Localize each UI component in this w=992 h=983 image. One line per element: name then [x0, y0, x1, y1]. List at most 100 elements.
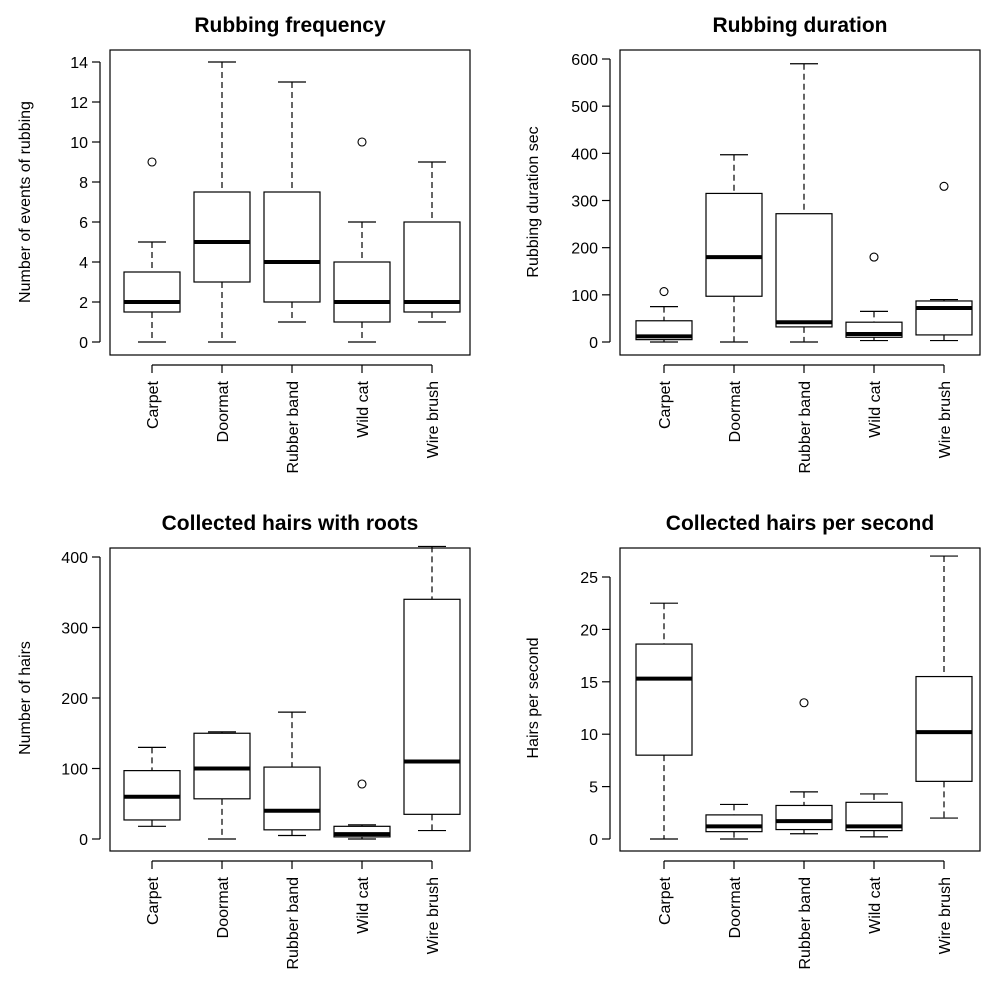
x-axis: Carpet Doormat Rubber band Wild cat Wire bru… — [657, 860, 954, 970]
outlier-point — [147, 157, 157, 167]
y-tick-label: 14 — [70, 55, 88, 72]
x-tick-label: Wire brush — [937, 877, 954, 954]
outlier-point — [869, 252, 879, 262]
box-carpet — [123, 746, 181, 827]
plot-frame — [109, 547, 471, 852]
panel-rubbing-duration: Rubbing duration Rubbing duration sec 0 1… — [525, 14, 981, 474]
box-rubber-band — [263, 711, 321, 837]
y-axis-label: Number of hairs — [17, 641, 34, 755]
iqr-box — [263, 766, 321, 831]
x-tick-label: Rubber band — [797, 381, 814, 474]
x-axis: Carpet Doormat Rubber band Wild cat Wire bru… — [657, 364, 954, 474]
x-tick-label: Doormat — [727, 876, 744, 938]
y-axis: 0 100 200 300 400 — [61, 550, 101, 849]
x-tick-label: Rubber band — [285, 877, 302, 970]
outlier-point — [939, 181, 949, 191]
outlier-point — [357, 779, 367, 789]
plot-frame — [619, 49, 981, 356]
x-tick-label: Doormat — [215, 876, 232, 938]
x-tick-label: Carpet — [657, 380, 674, 429]
panel-title: Collected hairs per second — [666, 512, 934, 535]
y-tick-label: 5 — [589, 780, 598, 797]
iqr-box — [123, 271, 181, 313]
panel-hairs-with-roots: Collected hairs with roots Number of hai… — [17, 512, 471, 970]
x-tick-label: Doormat — [215, 380, 232, 442]
y-tick-label: 300 — [61, 621, 88, 638]
y-tick-label: 0 — [79, 832, 88, 849]
outlier-point — [357, 137, 367, 147]
iqr-box — [775, 804, 833, 831]
y-axis-label: Rubbing duration sec — [525, 126, 542, 277]
x-tick-label: Wild cat — [355, 380, 372, 437]
y-tick-label: 15 — [580, 675, 598, 692]
y-tick-label: 4 — [79, 255, 88, 272]
y-tick-label: 200 — [61, 691, 88, 708]
plot-frame — [109, 49, 471, 356]
box-wild-cat — [845, 793, 903, 838]
iqr-box — [193, 732, 251, 800]
x-tick-label: Carpet — [145, 380, 162, 429]
box-rubber-band — [263, 81, 321, 323]
iqr-box — [705, 192, 763, 297]
x-tick-label: Rubber band — [797, 877, 814, 970]
iqr-box — [915, 675, 973, 782]
box-carpet — [123, 157, 181, 343]
y-tick-label: 500 — [571, 99, 598, 116]
box-wild-cat — [333, 137, 391, 343]
panel-title: Collected hairs with roots — [162, 512, 419, 535]
box-wire-brush — [915, 555, 973, 819]
x-tick-label: Doormat — [727, 380, 744, 442]
y-axis: 0 5 10 15 20 25 — [580, 570, 611, 849]
x-tick-label: Wire brush — [425, 877, 442, 954]
y-tick-label: 0 — [79, 335, 88, 352]
x-tick-label: Wild cat — [867, 876, 884, 933]
x-tick-label: Wire brush — [937, 381, 954, 458]
box-wire-brush — [403, 545, 461, 832]
iqr-box — [403, 598, 461, 815]
x-tick-label: Wild cat — [867, 380, 884, 437]
panel-hairs-per-second: Collected hairs per second Hairs per sec… — [525, 512, 981, 970]
box-wild-cat — [333, 779, 391, 840]
y-tick-label: 10 — [70, 135, 88, 152]
panel-title: Rubbing frequency — [194, 14, 386, 37]
y-tick-label: 12 — [70, 95, 88, 112]
box-wire-brush — [915, 181, 973, 342]
y-axis: 0 2 4 6 8 10 12 14 — [70, 55, 101, 352]
x-tick-label: Wire brush — [425, 381, 442, 458]
box-doormat — [193, 61, 251, 343]
box-rubber-band — [775, 698, 833, 835]
box-group — [123, 545, 461, 840]
y-axis-label: Hairs per second — [525, 638, 542, 759]
box-group — [635, 555, 973, 840]
x-tick-label: Carpet — [657, 876, 674, 925]
box-rubber-band — [775, 63, 833, 343]
y-axis-label: Number of events of rubbing — [17, 101, 34, 303]
box-doormat — [193, 731, 251, 840]
box-group — [123, 61, 461, 343]
iqr-box — [705, 814, 763, 833]
box-doormat — [705, 803, 763, 840]
x-tick-label: Rubber band — [285, 381, 302, 474]
outlier-point — [659, 286, 669, 297]
x-axis: Carpet Doormat Rubber band Wild cat Wire bru… — [145, 860, 442, 970]
y-tick-label: 2 — [79, 295, 88, 312]
y-tick-label: 10 — [580, 727, 598, 744]
y-axis: 0 100 200 300 400 500 600 — [571, 52, 611, 352]
x-tick-label: Wild cat — [355, 876, 372, 933]
iqr-box — [193, 191, 251, 283]
y-tick-label: 20 — [580, 622, 598, 639]
y-tick-label: 8 — [79, 175, 88, 192]
y-tick-label: 400 — [61, 550, 88, 567]
iqr-box — [403, 221, 461, 313]
y-tick-label: 400 — [571, 146, 598, 163]
y-tick-label: 100 — [61, 762, 88, 779]
panel-rubbing-frequency: Rubbing frequency Number of events of ru… — [17, 14, 471, 474]
y-tick-label: 0 — [589, 335, 598, 352]
box-group — [635, 63, 973, 343]
outlier-point — [799, 698, 809, 708]
panel-title: Rubbing duration — [713, 14, 888, 37]
x-tick-label: Carpet — [145, 876, 162, 925]
plot-frame — [619, 547, 981, 852]
box-wire-brush — [403, 161, 461, 323]
